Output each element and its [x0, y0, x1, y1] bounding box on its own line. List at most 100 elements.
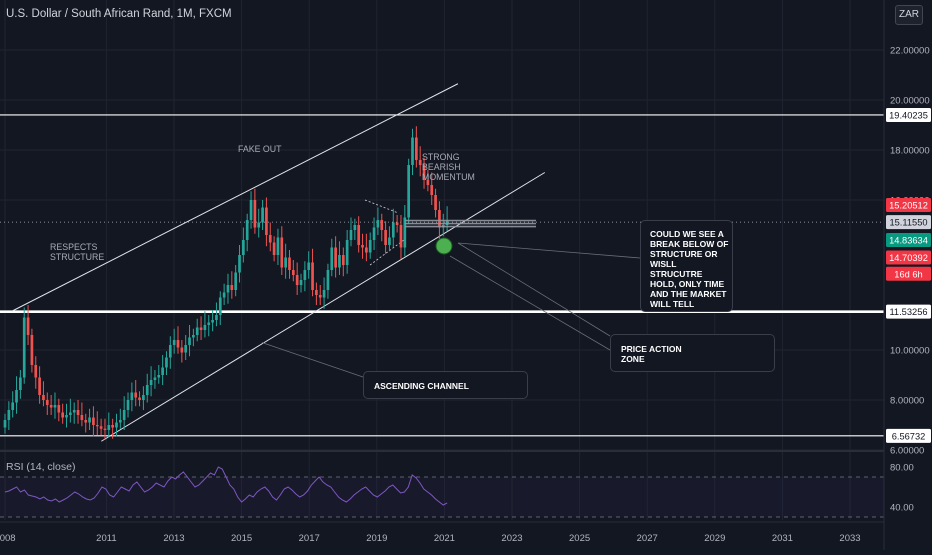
- note-could-we-see-text: COULD WE SEE A BREAK BELOW OF STRUCTURE …: [650, 229, 729, 309]
- candle-body: [403, 217, 407, 248]
- candle-body: [61, 412, 65, 418]
- candle-body: [184, 345, 188, 353]
- candle: [88, 408, 91, 430]
- candle-body: [145, 385, 149, 395]
- price-label-text: 15.20512: [889, 201, 928, 211]
- price-label-bg: [886, 304, 931, 319]
- candle-body: [272, 242, 276, 255]
- price-tick-label: 20.00000: [890, 96, 930, 107]
- candle: [84, 413, 88, 433]
- candle-body: [349, 230, 353, 240]
- candle-body: [111, 425, 114, 428]
- candle-body: [322, 290, 326, 298]
- candle: [42, 381, 45, 407]
- candle-body: [230, 285, 234, 290]
- candle: [34, 356, 38, 389]
- candle: [157, 365, 161, 384]
- rsi-line: [4, 466, 448, 506]
- candle: [111, 418, 114, 439]
- candle: [138, 391, 141, 407]
- candle-body: [372, 227, 376, 240]
- annotation-respects-structure[interactable]: RESPECTS STRUCTURE: [50, 242, 105, 262]
- candle: [242, 227, 245, 263]
- candle-body: [380, 220, 384, 230]
- time-tick-label: 2033: [839, 533, 860, 544]
- time-tick-label: 2019: [366, 533, 387, 544]
- candle-body: [165, 357, 168, 368]
- candle: [53, 392, 57, 419]
- candle-layer[interactable]: [3, 126, 449, 440]
- note-ascending-channel[interactable]: ASCENDING CHANNEL: [363, 371, 528, 399]
- candle: [99, 418, 103, 435]
- price-label-bg: [886, 250, 931, 265]
- candle: [299, 273, 303, 293]
- candle-body: [76, 410, 80, 415]
- candle-body: [7, 410, 11, 420]
- note-could-we-see[interactable]: COULD WE SEE A BREAK BELOW OF STRUCTURE …: [640, 220, 733, 312]
- candle: [257, 208, 261, 238]
- candle: [30, 328, 34, 373]
- candle-body: [207, 322, 211, 325]
- rsi-layer[interactable]: [0, 466, 884, 518]
- candle: [403, 205, 407, 257]
- chart-title: U.S. Dollar / South African Rand, 1M, FX…: [6, 8, 232, 20]
- candle-body: [430, 185, 434, 195]
- candle-body: [411, 137, 414, 165]
- candle: [418, 146, 422, 177]
- candle: [426, 170, 430, 192]
- candle: [318, 285, 322, 305]
- drawing-layer[interactable]: [11, 83, 641, 442]
- candle: [238, 245, 241, 283]
- candle: [15, 376, 18, 414]
- candle-body: [307, 262, 311, 270]
- candle-body: [107, 425, 111, 430]
- candle: [184, 335, 188, 360]
- annotation-fake-out[interactable]: FAKE OUT: [238, 144, 282, 154]
- candle: [253, 188, 257, 234]
- note-price-action-zone[interactable]: PRICE ACTION ZONE: [610, 334, 775, 372]
- candle-body: [211, 320, 214, 323]
- candle: [11, 391, 15, 418]
- candle-body: [376, 220, 380, 228]
- candle: [45, 392, 49, 415]
- candle: [7, 401, 11, 430]
- candle: [149, 366, 153, 397]
- triangle-upper-line: [364, 199, 398, 213]
- candle-body: [172, 340, 176, 345]
- candle-body: [153, 377, 157, 380]
- candle: [222, 283, 226, 305]
- price-tick-label: 6.00000: [890, 446, 924, 457]
- candle: [361, 233, 364, 259]
- price-label-bg: [886, 428, 931, 443]
- candle: [207, 315, 211, 337]
- candle: [218, 291, 222, 325]
- candle-body: [388, 237, 391, 245]
- annotation-strong-bearish[interactable]: STRONG BEARISH MOMENTUM: [422, 152, 475, 182]
- candle-body: [418, 160, 422, 165]
- candle-body: [276, 237, 280, 255]
- candle-body: [299, 280, 303, 285]
- candle: [172, 328, 176, 354]
- candle-body: [242, 240, 245, 255]
- candle: [161, 355, 164, 385]
- candle: [272, 236, 276, 262]
- connector-could-we-see: [457, 242, 641, 259]
- price-label-box: 6.56732: [886, 428, 931, 443]
- price-label-box: 15.11550: [886, 215, 931, 230]
- candle: [126, 392, 130, 418]
- overlay-layer[interactable]: [405, 219, 536, 255]
- candle-body: [288, 257, 291, 270]
- candle: [291, 260, 295, 282]
- time-tick-label: 2015: [231, 533, 252, 544]
- candle: [391, 208, 395, 248]
- channel-upper-line: [11, 83, 459, 312]
- candle-body: [22, 317, 26, 378]
- rsi-tick-label: 80.00: [890, 463, 914, 474]
- currency-button[interactable]: ZAR: [895, 5, 923, 25]
- candle-body: [330, 247, 334, 270]
- price-action-zone-band: [405, 219, 536, 222]
